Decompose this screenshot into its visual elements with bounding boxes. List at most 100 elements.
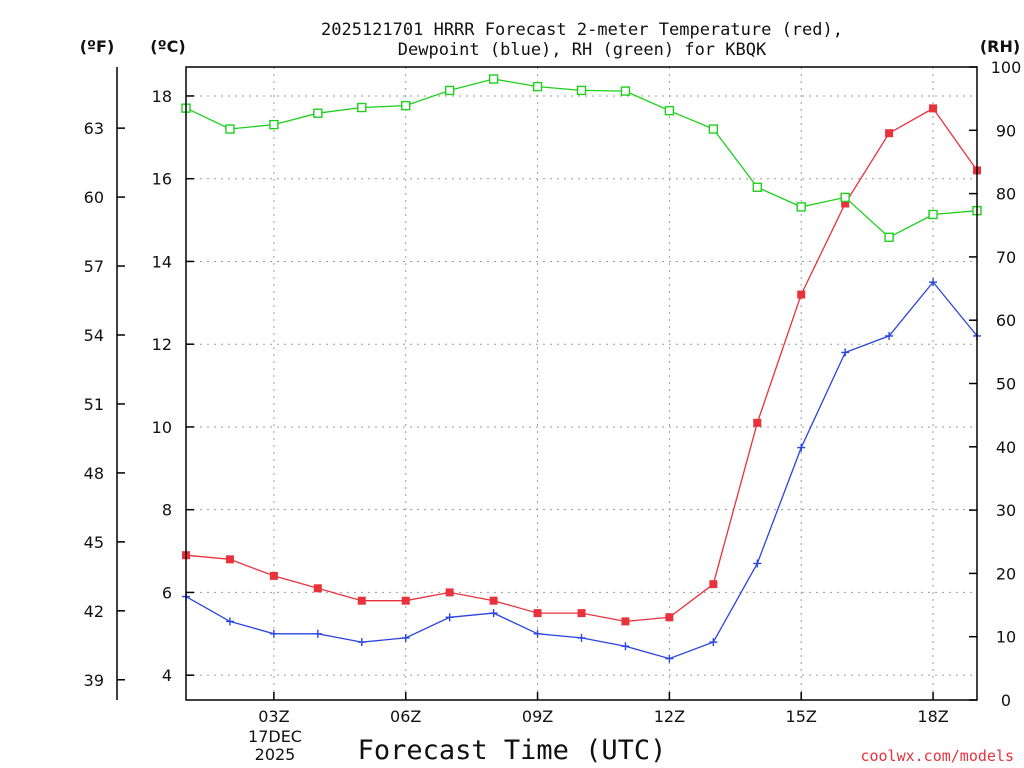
dewpoint-point [357,638,366,647]
dewpoint-point [401,633,410,642]
series [181,74,982,663]
plot-frame [185,66,978,701]
rh-tick-label: 60 [996,311,1016,330]
rh-point [532,81,543,92]
rh-point [708,124,719,134]
rh-tick-label: 70 [996,248,1016,267]
dewpoint-line [185,281,978,660]
x-tick-label: 03Z [258,707,289,726]
temperature-series [182,104,981,626]
date-label-day: 17DEC [248,727,302,746]
temperature-point [225,555,234,564]
rh-tick-label: 10 [996,628,1016,647]
dewpoint-point [885,331,894,340]
celsius-tick-label: 18 [152,87,172,106]
dewpoint-point [225,617,234,626]
rh-point [620,86,631,96]
fahrenheit-tick-label: 45 [84,533,104,552]
celsius-tick-label: 4 [162,666,172,685]
rh-tick-label: 30 [996,501,1016,520]
rh-series [181,74,982,242]
celsius-tick-label: 16 [152,170,172,189]
temperature-point [313,584,322,593]
celsius-tick-label: 6 [162,583,172,602]
dewpoint-point [489,609,498,618]
rh-point [752,182,762,192]
dewpoint-point [929,278,938,287]
dewpoint-point [665,654,674,663]
x-tick-label: 15Z [786,707,817,726]
rh-tick-label: 100 [991,58,1022,77]
x-tick-label: 12Z [654,707,685,726]
temperature-point [709,580,718,589]
dewpoint-point [577,633,586,642]
x-tick-label: 18Z [917,707,948,726]
grid [186,67,977,700]
rh-point [444,85,455,96]
fahrenheit-tick-label: 60 [84,188,104,207]
rh-axis-label: (RH) [980,37,1020,56]
rh-tick-label: 90 [996,121,1016,140]
temperature-point [885,129,894,138]
fahrenheit-axis-label: (ºF) [80,37,115,56]
rh-line [185,78,978,239]
dewpoint-point [269,629,278,638]
rh-point [269,119,279,130]
rh-point [488,74,499,84]
temperature-point [621,617,630,626]
celsius-tick-label: 8 [162,501,172,520]
x-axis-title: Forecast Time (UTC) [358,735,667,766]
temperature-point [665,613,674,622]
fahrenheit-tick-label: 39 [84,671,104,690]
fahrenheit-tick-label: 63 [84,119,104,138]
rh-tick-label: 20 [996,564,1016,583]
temperature-point [269,571,278,580]
x-tick-label: 06Z [390,707,421,726]
temperature-point [489,596,498,605]
celsius-axis-label: (ºC) [150,37,185,56]
fahrenheit-tick-label: 54 [84,326,104,345]
chart-title-line2: Dewpoint (blue), RH (green) for KBQK [398,40,767,60]
rh-point [357,102,367,113]
fahrenheit-tick-label: 51 [84,395,104,414]
rh-point [840,192,850,203]
celsius-tick-label: 14 [152,252,172,271]
temperature-point [797,290,806,299]
dewpoint-point [533,629,542,638]
temperature-point [577,609,586,618]
temperature-point [929,104,938,113]
temperature-point [533,609,542,618]
rh-tick-label: 80 [996,185,1016,204]
chart-title-line1: 2025121701 HRRR Forecast 2-meter Tempera… [321,20,843,40]
rh-tick-label: 50 [996,375,1016,394]
dewpoint-point [797,443,806,452]
dewpoint-point [841,348,850,357]
rh-point [796,202,806,212]
date-label-year: 2025 [255,745,296,764]
dewpoint-point [709,638,718,647]
rh-point [401,100,411,111]
dewpoint-point [313,629,322,638]
rh-tick-label: 0 [1001,691,1011,710]
celsius-tick-label: 10 [152,418,172,437]
fahrenheit-tick-label: 42 [84,602,104,621]
rh-point [664,105,675,116]
temperature-line [185,107,978,623]
x-tick-label: 09Z [522,707,553,726]
rh-point [225,124,235,134]
rh-point [928,209,938,220]
temperature-point [753,418,762,427]
fahrenheit-tick-label: 48 [84,464,104,483]
credit-text: coolwx.com/models [860,747,1014,765]
dewpoint-point [753,559,762,568]
temperature-point [357,596,366,605]
dewpoint-series [182,278,981,663]
fahrenheit-tick-label: 57 [84,257,104,276]
tick-labels: 4 6 8 10 12 14 16 18 39 42 45 48 51 54 57 60 63 0 10 20 30 40… [84,58,1022,726]
temperature-point [841,199,850,208]
temperature-point [445,588,454,597]
rh-point [884,232,894,242]
temperature-point [401,596,410,605]
axes [116,66,977,701]
